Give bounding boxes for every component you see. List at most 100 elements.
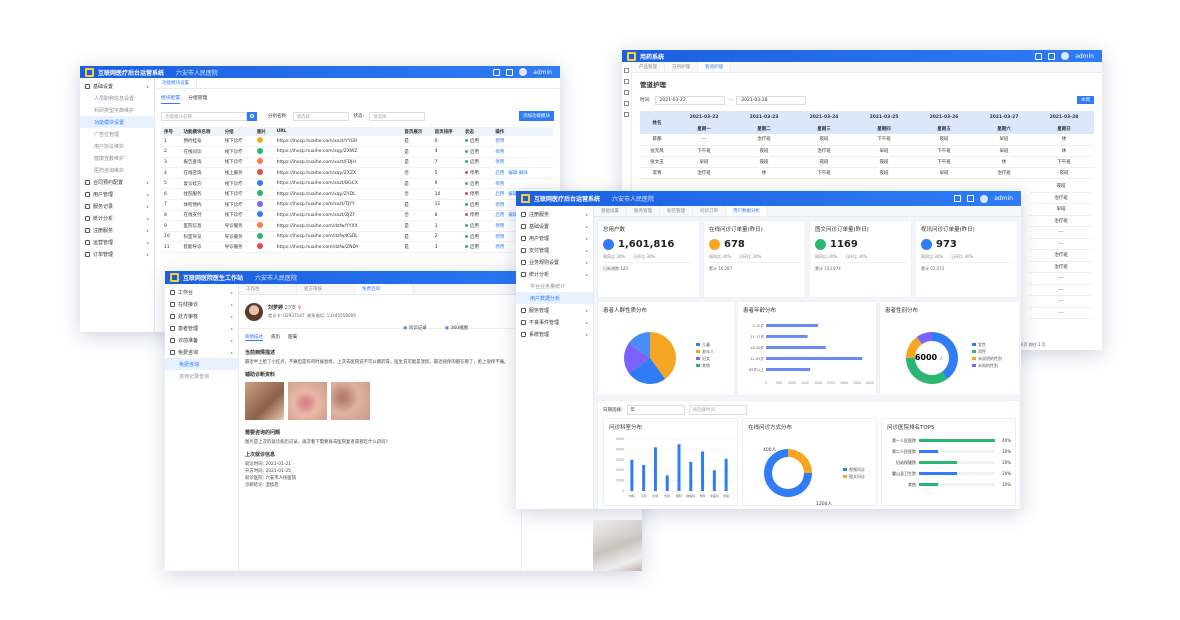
sidebar-item[interactable]: 合同预约配置 ▸ <box>80 176 154 188</box>
sidebar-item[interactable]: 不良事件管理 ▸ <box>516 316 593 328</box>
sidebar-item[interactable]: 订单管理 ▸ <box>80 248 154 260</box>
toggle-link[interactable]: 停用 <box>495 234 505 240</box>
toggle-link[interactable]: 停用 <box>495 149 505 155</box>
sidebar-item[interactable]: 运营管理 ▸ <box>80 236 154 248</box>
toggle-link[interactable]: 停用 <box>495 224 505 230</box>
sidebar-item[interactable]: 广告位管理 <box>80 128 154 140</box>
avatar[interactable] <box>980 194 989 203</box>
toggle-link[interactable]: 启用 <box>495 213 505 219</box>
tab-orders[interactable]: 问诊订单 <box>693 206 726 216</box>
sidebar-item[interactable]: 人员职称信息设置 <box>80 92 154 104</box>
view-360-button[interactable]: ▣ 360视图 <box>445 325 468 331</box>
sidebar-item[interactable]: 免费咨询 ▸ <box>165 346 238 358</box>
skin-photo[interactable] <box>331 382 370 420</box>
group-select[interactable]: 请选择 <box>292 111 349 121</box>
tab-prescription[interactable]: 处方审核 <box>297 284 355 294</box>
notification-icon[interactable] <box>967 195 975 202</box>
date-to-input[interactable]: 2021-03-28 <box>736 95 807 105</box>
settings-icon[interactable] <box>624 112 629 117</box>
sidebar-item[interactable]: 科研类型字典维护 <box>80 104 154 116</box>
sidebar-item[interactable]: 注册服务 ▸ <box>516 208 593 220</box>
period-select[interactable]: 年 <box>626 405 685 415</box>
avatar[interactable] <box>1061 52 1070 60</box>
subtab-description[interactable]: 病情描述 <box>245 335 263 341</box>
sidebar-item[interactable]: 服务记录 ▸ <box>80 200 154 212</box>
skin-photo[interactable] <box>288 382 327 420</box>
sidebar-item[interactable]: 用户数据分析 <box>516 292 593 304</box>
notification-icon[interactable] <box>1048 52 1056 60</box>
tab-formula[interactable]: 方剂护理 <box>665 62 698 72</box>
subtab-module-config[interactable]: 模块配置 <box>161 94 181 104</box>
skin-photo[interactable] <box>245 382 284 420</box>
sidebar-item[interactable]: 咨询记录查询 <box>165 370 238 382</box>
message-icon[interactable] <box>493 68 501 76</box>
subtab-group-manage[interactable]: 分组管理 <box>188 96 208 101</box>
table-row: 5 复诊续方 线下诊疗 https://ihosp.huaihe.com/xxzt/B… <box>161 178 553 189</box>
sidebar-item[interactable]: 基础设置 ▸ <box>80 80 154 92</box>
tab-basic-settings[interactable]: 基础设置 <box>594 206 627 216</box>
sidebar-item[interactable]: 系统管理 ▸ <box>516 328 593 340</box>
sidebar-item[interactable]: 健康宣教维护 <box>80 152 154 164</box>
date-picker[interactable]: 请选择时间 <box>688 405 747 415</box>
subtab-orders[interactable]: 医嘱 <box>288 335 297 340</box>
calendar-icon[interactable] <box>624 90 629 95</box>
subtab-record[interactable]: 病历 <box>271 335 280 340</box>
avatar[interactable] <box>519 68 528 76</box>
sidebar-item[interactable]: 患者管理 ▸ <box>165 322 238 334</box>
tab-workbench[interactable]: 工作台 <box>239 284 297 294</box>
tab-product[interactable]: 产品管理 <box>632 62 665 72</box>
toggle-link[interactable]: 停用 <box>495 181 505 187</box>
sidebar-item[interactable]: 统计分析 ▸ <box>516 268 593 280</box>
date-from-input[interactable]: 2021-03-22 <box>654 95 725 105</box>
sidebar-item[interactable]: 统计分析 ▸ <box>80 212 154 224</box>
cell: 3 <box>434 244 438 250</box>
user-name[interactable]: admin <box>994 195 1013 202</box>
user-name[interactable]: admin <box>533 68 552 76</box>
list-icon[interactable] <box>624 79 629 84</box>
tab-user-analysis[interactable]: 用户数据分析 <box>726 206 768 216</box>
sidebar-item[interactable]: 基础设置 ▸ <box>516 220 593 232</box>
tab-module-settings[interactable]: 功能模块设置 <box>155 78 197 88</box>
user-name[interactable]: admin <box>1075 52 1094 60</box>
tab-free-consult[interactable]: 免费咨询 <box>355 284 413 294</box>
toggle-link[interactable]: 启用 <box>495 171 505 177</box>
search-button[interactable] <box>247 111 257 121</box>
toggle-link[interactable]: 停用 <box>495 202 505 208</box>
home-icon[interactable] <box>624 68 629 73</box>
add-module-button[interactable]: 添加功能模块 <box>519 111 554 121</box>
message-icon[interactable] <box>1035 52 1043 60</box>
sidebar-item[interactable]: 支付管理 ▸ <box>516 244 593 256</box>
video-preview[interactable] <box>593 520 642 571</box>
sidebar-item[interactable]: 在线接诊 ▸ <box>165 298 238 310</box>
sidebar-item[interactable]: 医药咨询维护 <box>80 164 154 176</box>
sidebar-item[interactable]: 工作台 ▸ <box>165 286 238 298</box>
status-select[interactable]: 请选择 <box>369 111 426 121</box>
sidebar-item[interactable]: 诊前准备 ▸ <box>165 334 238 346</box>
sidebar-item[interactable]: 用户管理 ▸ <box>80 188 154 200</box>
sidebar-item[interactable]: 注册服务 ▸ <box>80 224 154 236</box>
consult-record-button[interactable]: ▣ 问诊记录 <box>403 325 427 331</box>
message-icon[interactable] <box>954 195 962 202</box>
sidebar-item[interactable]: 用户管理 ▸ <box>516 232 593 244</box>
toggle-link[interactable]: 停用 <box>495 139 505 145</box>
tab-tag[interactable]: 标签管理 <box>660 206 693 216</box>
notification-icon[interactable] <box>506 68 514 76</box>
sidebar-item[interactable]: 处方审核 ▸ <box>165 310 238 322</box>
toggle-link[interactable]: 启用 <box>495 192 505 198</box>
sidebar-item[interactable]: 免费咨询 <box>165 358 238 370</box>
sidebar-item[interactable]: 业务规则设置 ▸ <box>516 256 593 268</box>
tab-tube-care[interactable]: 管道护理 <box>698 62 731 72</box>
search-input[interactable]: 功能模块名称 <box>161 111 247 121</box>
mode-slice <box>788 449 812 473</box>
sidebar-item[interactable]: 用户协议维护 <box>80 140 154 152</box>
sidebar-item[interactable]: 平台业务量统计 <box>516 280 593 292</box>
toggle-link[interactable]: 停用 <box>495 160 505 166</box>
tab-service[interactable]: 服务管理 <box>627 206 660 216</box>
week-button[interactable]: 本周 <box>1077 96 1094 104</box>
edit-delete-links[interactable]: 编辑 删除 <box>508 171 528 177</box>
toggle-link[interactable]: 停用 <box>495 245 505 251</box>
file-icon[interactable] <box>624 101 629 106</box>
sidebar-item[interactable]: 服务管理 ▸ <box>516 304 593 316</box>
pagination[interactable]: 1/6页 前往 1 页 <box>1017 342 1046 347</box>
sidebar-item[interactable]: 功能模块设置 <box>80 116 154 128</box>
